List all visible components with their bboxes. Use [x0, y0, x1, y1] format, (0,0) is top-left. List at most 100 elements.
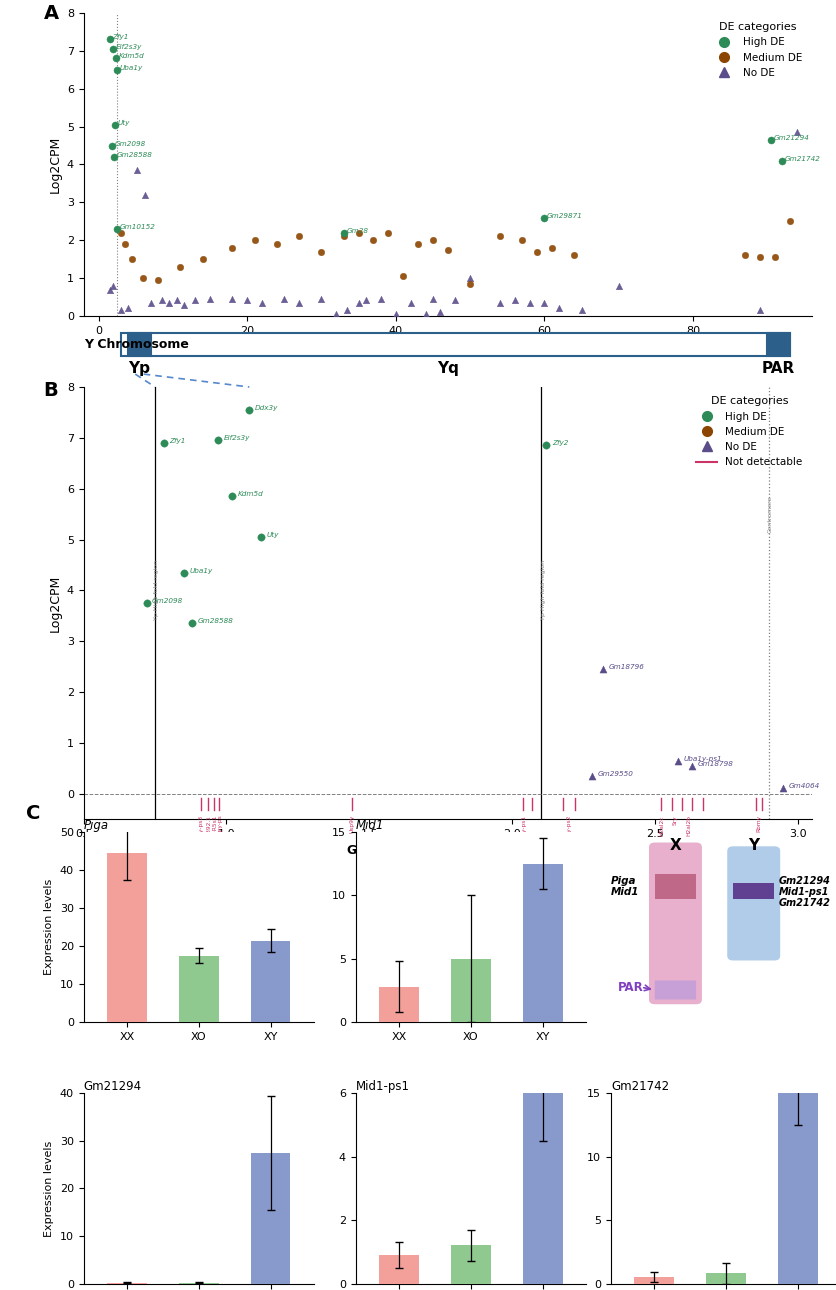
Text: Gm18796: Gm18796	[609, 664, 644, 671]
Point	[157, 432, 171, 453]
Point	[109, 48, 122, 68]
FancyBboxPatch shape	[648, 842, 701, 1004]
Text: X: X	[669, 837, 681, 853]
Point	[752, 301, 766, 321]
Point	[381, 222, 395, 243]
Point	[611, 276, 624, 297]
Point	[463, 268, 477, 289]
Text: Y: Y	[747, 837, 758, 853]
Point	[752, 246, 766, 267]
Text: Uba1y: Uba1y	[189, 568, 212, 574]
Point	[492, 293, 506, 313]
Text: AC145392.1: AC145392.1	[206, 815, 212, 851]
Bar	[179, 956, 218, 1022]
Point	[255, 293, 268, 313]
Point	[574, 301, 588, 321]
Bar	[767, 333, 788, 356]
Bar	[251, 1153, 290, 1284]
Point	[418, 304, 431, 325]
Point	[107, 147, 120, 168]
Text: Gm21742: Gm21742	[784, 156, 820, 161]
Point	[537, 208, 550, 228]
Point	[448, 290, 461, 311]
Point	[789, 123, 803, 143]
Text: Rbmy: Rbmy	[756, 815, 761, 832]
Text: Gm2098: Gm2098	[115, 141, 145, 147]
Text: Gm29871: Gm29871	[547, 213, 583, 218]
Text: Mid1-ps1: Mid1-ps1	[355, 1080, 410, 1094]
Text: B: B	[43, 381, 59, 400]
Point	[144, 293, 157, 313]
Point	[737, 245, 751, 266]
Bar	[732, 884, 773, 899]
Point	[776, 778, 789, 799]
Text: Gm21294: Gm21294	[84, 1080, 141, 1094]
Text: Mid1: Mid1	[610, 888, 639, 897]
Text: PAR: PAR	[761, 361, 794, 377]
Point	[410, 233, 424, 254]
Text: Uty: Uty	[266, 531, 278, 538]
Point	[337, 226, 350, 246]
Point	[389, 304, 402, 325]
Point	[433, 302, 446, 322]
Text: Eif2s3y: Eif2s3y	[116, 44, 142, 50]
Text: Uty: Uty	[118, 120, 130, 125]
Point	[138, 184, 151, 205]
Point	[110, 218, 124, 239]
Point	[292, 293, 305, 313]
Point	[530, 241, 543, 262]
Text: Rhoay-ps3: Rhoay-ps3	[198, 815, 203, 846]
Point	[567, 245, 580, 266]
Point	[225, 486, 238, 507]
Text: Ddx3y: Ddx3y	[255, 405, 278, 412]
Point	[103, 30, 116, 50]
Point	[162, 293, 176, 313]
Point	[544, 237, 558, 258]
Text: Gm2098: Gm2098	[152, 599, 183, 604]
Legend: High DE, Medium DE, No DE, Not detectable: High DE, Medium DE, No DE, Not detectabl…	[691, 392, 806, 471]
Text: Mid1-ps1: Mid1-ps1	[778, 888, 828, 897]
Point	[103, 279, 116, 299]
FancyBboxPatch shape	[654, 980, 696, 1000]
Point	[278, 289, 291, 310]
Text: Yq: Yq	[436, 361, 458, 377]
Point	[314, 241, 328, 262]
FancyBboxPatch shape	[726, 846, 779, 961]
Bar	[522, 1094, 562, 1284]
Point	[426, 230, 439, 250]
Point	[552, 298, 565, 319]
Point	[522, 293, 536, 313]
Point	[782, 212, 795, 232]
Legend: High DE, Medium DE, No DE: High DE, Medium DE, No DE	[709, 18, 806, 83]
Point	[125, 249, 139, 270]
Text: C: C	[26, 804, 40, 823]
Bar	[128, 333, 150, 356]
Bar	[654, 873, 696, 899]
Point	[105, 135, 119, 156]
Point	[774, 151, 788, 172]
Point	[151, 270, 165, 290]
Bar	[777, 1094, 817, 1284]
Text: Tspy-ps: Tspy-ps	[217, 815, 222, 837]
Text: n-R5s1: n-R5s1	[212, 815, 217, 836]
Point	[426, 289, 439, 310]
Bar	[522, 864, 562, 1022]
Point	[670, 751, 684, 771]
Point	[254, 526, 268, 547]
Point	[110, 59, 124, 80]
Point	[366, 230, 380, 250]
Point	[492, 226, 506, 246]
Text: Gm10152: Gm10152	[120, 224, 155, 230]
Y-axis label: Log2CPM: Log2CPM	[48, 135, 61, 194]
Text: Uba1y-ps2: Uba1y-ps2	[566, 815, 571, 846]
Point	[242, 400, 256, 421]
Text: Zfy1: Zfy1	[169, 437, 186, 444]
Point	[351, 222, 364, 243]
Y-axis label: Expression levels: Expression levels	[44, 878, 54, 975]
Text: A: A	[43, 4, 59, 23]
Point	[188, 290, 201, 311]
Point	[136, 268, 150, 289]
X-axis label: Gene start coordinate (x10⁶): Gene start coordinate (x10⁶)	[347, 845, 548, 858]
Text: Gm28588: Gm28588	[197, 618, 233, 624]
Point	[155, 290, 168, 311]
